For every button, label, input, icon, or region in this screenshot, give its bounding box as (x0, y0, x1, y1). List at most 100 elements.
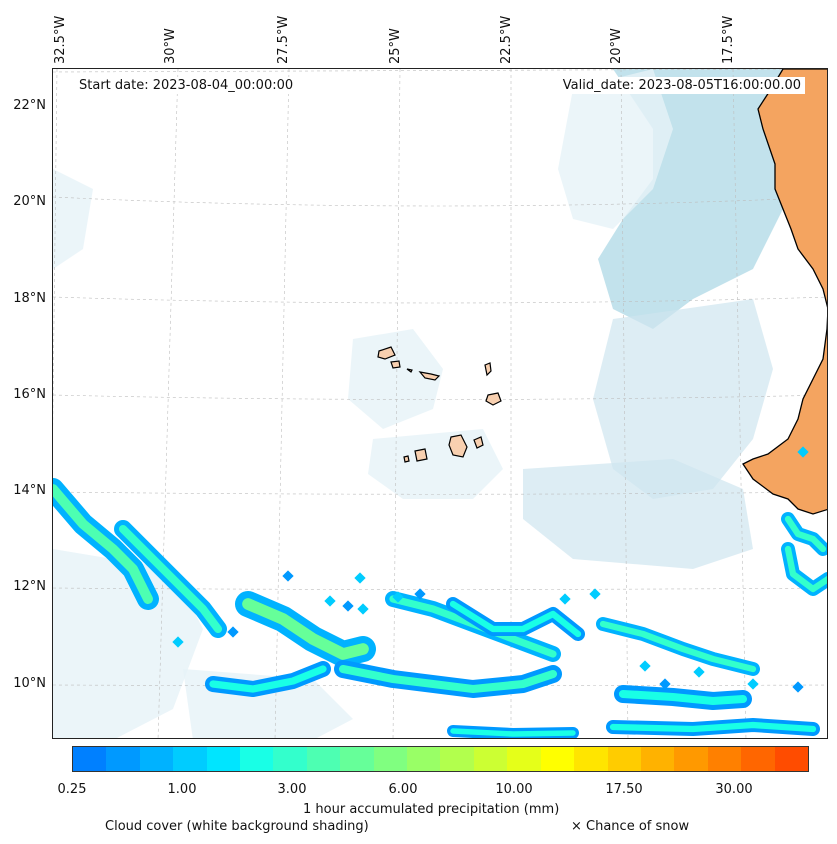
island-santa-luzia (406, 368, 413, 373)
lon-label-17-5w: 17.5°W (721, 15, 736, 64)
precip-cell (392, 591, 404, 603)
lon-label-25w: 25°W (388, 28, 403, 64)
precip-band-west-diagonal-2-core (118, 524, 223, 634)
lon-label-30w: 30°W (163, 28, 178, 64)
colorbar-cell (173, 747, 207, 771)
map-canvas (53, 69, 827, 738)
precip-band-coast-1-core (784, 515, 827, 553)
precip-cell (227, 626, 239, 638)
colorbar-tick: 0.25 (57, 782, 87, 797)
precip-cell (324, 595, 336, 607)
colorbar-tick: 10.00 (495, 782, 533, 797)
island-sao-vicente (390, 360, 401, 369)
colorbar-cell (674, 747, 708, 771)
map-panel[interactable]: Start date: 2023-08-04_00:00:00 Valid_da… (52, 68, 828, 739)
precip-cell (342, 600, 354, 612)
precip-band-south-1-core (450, 728, 576, 737)
precip-cell (354, 572, 366, 584)
lat-label-12n: 12°N (13, 579, 46, 594)
precip-band-west-diagonal-core (53, 484, 153, 604)
colorbar-cell (240, 747, 274, 771)
precip-cell (797, 446, 809, 458)
island-fogo (414, 448, 428, 462)
colorbar-cell (340, 747, 374, 771)
colorbar-cell (507, 747, 541, 771)
start-date-label: Start date: 2023-08-04_00:00:00 (75, 77, 298, 94)
precip-band-east-core (599, 620, 757, 673)
cloud-region-north-light (558, 69, 673, 229)
precip-cell (659, 678, 671, 690)
lat-label-14n: 14°N (13, 483, 46, 498)
precip-cell (639, 660, 651, 672)
island-santo-antao (377, 346, 396, 360)
lat-label-18n: 18°N (13, 291, 46, 306)
cloud-region-west (53, 169, 93, 269)
lat-label-10n: 10°N (13, 676, 46, 691)
island-maio (473, 436, 484, 449)
precip-cell (693, 666, 705, 678)
cloud-region-northeast (598, 69, 783, 329)
valid-date-label: Valid_date: 2023-08-05T16:00:00.00 (558, 77, 805, 94)
lat-label-16n: 16°N (13, 387, 46, 402)
colorbar-cell (373, 747, 408, 771)
colorbar-cell (574, 747, 608, 771)
precip-band-central-south-core (338, 664, 558, 694)
precip-band-lower-west-core (209, 665, 327, 693)
precipitation-colorbar (72, 746, 809, 772)
lat-label-20n: 20°N (13, 194, 46, 209)
island-sao-nicolau (418, 371, 441, 381)
colorbar-cell (741, 747, 775, 771)
precip-band-east-lower-core (618, 689, 748, 706)
precip-cell (282, 570, 294, 582)
cloud-cover-shading (53, 69, 783, 738)
lat-label-22n: 22°N (13, 98, 46, 113)
colorbar-cell (273, 747, 307, 771)
precip-cell (414, 588, 426, 600)
lon-label-20w: 20°W (609, 28, 624, 64)
precip-cell (589, 588, 601, 600)
precip-cell (559, 593, 571, 605)
precip-cell (792, 681, 804, 693)
lon-label-27-5w: 27.5°W (276, 15, 291, 64)
colorbar-cell (73, 747, 107, 771)
colorbar-cell (440, 747, 474, 771)
island-boa-vista (485, 392, 502, 406)
colorbar-cell (106, 747, 140, 771)
precip-band-central-east-core (449, 600, 582, 638)
colorbar-tick: 30.00 (715, 782, 753, 797)
colorbar-cell (640, 747, 675, 771)
colorbar-cell (139, 747, 174, 771)
colorbar-tick: 1.00 (167, 782, 197, 797)
cloud-region-east-mid (523, 459, 753, 569)
colorbar-tick: 6.00 (388, 782, 418, 797)
cloud-region-cape-verde (348, 329, 443, 429)
cloud-region-southwest (53, 549, 203, 738)
lon-label-22-5w: 22.5°W (499, 15, 514, 64)
cape-verde-islands (377, 346, 502, 463)
cloud-cover-legend: Cloud cover (white background shading) (105, 819, 369, 834)
cloud-region-central (368, 429, 503, 499)
island-santiago (448, 434, 468, 458)
colorbar-tick: 17.50 (605, 782, 643, 797)
precip-cell (357, 603, 369, 615)
colorbar-cell (607, 747, 641, 771)
island-brava (403, 455, 410, 463)
colorbar-tick: 3.00 (277, 782, 307, 797)
colorbar-cell (540, 747, 575, 771)
colorbar-cell (407, 747, 441, 771)
island-sal (484, 362, 492, 377)
colorbar-cell (707, 747, 742, 771)
colorbar-cell (473, 747, 508, 771)
colorbar-title: 1 hour accumulated precipitation (mm) (303, 802, 560, 817)
precip-band-central-west-core (242, 598, 369, 660)
africa-landmass (742, 69, 827, 515)
precip-band-coast-2-core (784, 545, 827, 593)
colorbar-cell (306, 747, 341, 771)
colorbar-cell (774, 747, 808, 771)
cloud-region-coast (593, 299, 773, 499)
precip-cell (747, 678, 759, 690)
lon-label-32-5w: 32.5°W (53, 15, 68, 64)
colorbar-cell (206, 747, 241, 771)
precip-band-south-2-core (609, 721, 817, 733)
snow-legend: × Chance of snow (571, 819, 690, 834)
